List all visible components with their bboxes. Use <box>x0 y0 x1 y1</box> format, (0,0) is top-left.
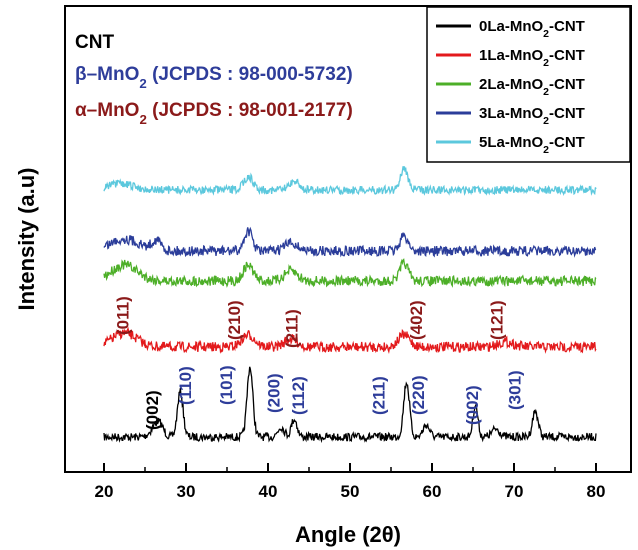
phase-label-cnt: CNT <box>75 32 114 53</box>
x-axis-title: Angle (2θ) <box>295 522 401 547</box>
peak-label-3: (200) <box>265 373 284 413</box>
x-tick-label-30: 30 <box>177 482 196 501</box>
x-tick-label-80: 80 <box>587 482 606 501</box>
peak-label-5: (211) <box>369 376 388 415</box>
peak-label-0: (002) <box>143 390 162 430</box>
legend-label-4: 5La-MnO2-CNT <box>479 134 585 156</box>
peak-label-12: (402) <box>407 300 426 340</box>
phase-label-beta-mno2: β–MnO2 (JCPDS : 98-000-5732) <box>75 64 353 91</box>
x-tick-label-20: 20 <box>95 482 114 501</box>
peak-label-2: (101) <box>217 365 236 405</box>
y-axis-title: Intensity (a.u) <box>14 167 39 310</box>
peak-label-9: (011) <box>114 296 133 335</box>
peak-label-11: (211) <box>283 309 302 348</box>
x-tick-label-40: 40 <box>259 482 278 501</box>
legend-label-3: 3La-MnO2-CNT <box>479 105 585 127</box>
peak-label-7: (002) <box>463 385 482 425</box>
peak-label-1: (110) <box>176 366 195 405</box>
peak-annotations: (002) (110) (101) (200) (112) (211) (220) (002)… <box>114 296 525 430</box>
legend: 0La-MnO2-CNT 1La-MnO2-CNT 2La-MnO2-CNT 3La-… <box>426 6 631 163</box>
plot-frame <box>64 5 632 473</box>
series-group <box>103 166 597 444</box>
x-tick-label-60: 60 <box>423 482 442 501</box>
peak-label-6: (220) <box>409 375 428 415</box>
legend-label-0: 0La-MnO2-CNT <box>479 18 585 40</box>
series-line-0 <box>103 366 597 444</box>
legend-label-1: 1La-MnO2-CNT <box>479 47 585 69</box>
x-axis-ticks: 20 30 40 50 60 70 80 <box>95 463 606 501</box>
peak-label-8: (301) <box>506 370 525 410</box>
phase-label-alpha-mno2: α–MnO2 (JCPDS : 98-001-2177) <box>75 100 353 127</box>
peak-label-4: (112) <box>289 376 308 415</box>
x-tick-label-50: 50 <box>341 482 360 501</box>
phase-labels: CNT β–MnO2 (JCPDS : 98-000-5732) α–MnO2 … <box>75 32 353 127</box>
series-line-4 <box>103 166 597 197</box>
series-line-1 <box>103 326 597 355</box>
series-line-3 <box>103 226 597 258</box>
peak-label-13: (121) <box>488 300 507 340</box>
series-line-2 <box>103 258 597 288</box>
legend-entries: 0La-MnO2-CNT 1La-MnO2-CNT 2La-MnO2-CNT 3La-… <box>436 18 585 156</box>
legend-label-2: 2La-MnO2-CNT <box>479 76 585 98</box>
x-tick-label-70: 70 <box>505 482 524 501</box>
peak-label-10: (210) <box>225 300 244 340</box>
